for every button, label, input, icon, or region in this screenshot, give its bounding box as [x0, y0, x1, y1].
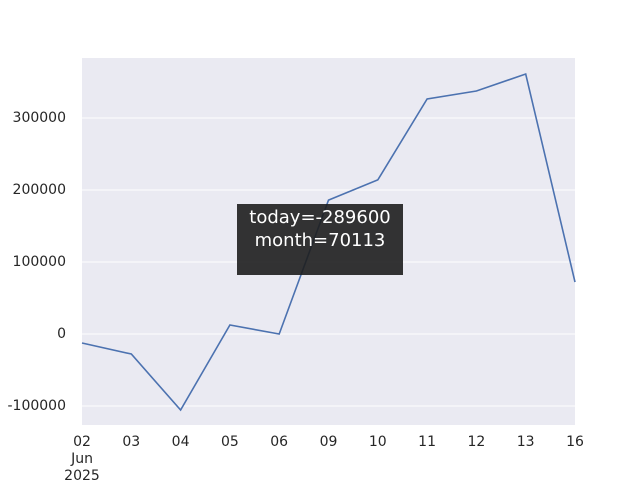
y-tick-label: 300000	[13, 110, 66, 126]
line	[81, 72, 576, 412]
y-tick-label: -100000	[8, 398, 67, 414]
tooltip-box	[237, 204, 403, 275]
x-tick-label: 11	[418, 434, 436, 450]
x-tick-label: 05	[220, 434, 239, 450]
tooltip-text: month=70113	[255, 230, 386, 251]
tooltip-text: today=-289600	[249, 207, 390, 228]
x-tick-label: 02 Jun 2025	[64, 434, 100, 484]
x-tick-label: 12	[467, 434, 486, 450]
x-tick-label: 13	[516, 434, 535, 450]
y-tick-label: 100000	[13, 254, 66, 270]
x-tick-label: 09	[319, 434, 338, 450]
x-tick-label: 10	[368, 434, 387, 450]
y-tick-label: 200000	[13, 182, 66, 198]
y-tick-label: 0	[57, 326, 66, 342]
x-tick-label: 03	[122, 434, 141, 450]
x-tick-label: 16	[566, 434, 584, 450]
x-tick-label: 06	[270, 434, 289, 450]
x-tick-label: 04	[171, 434, 190, 450]
